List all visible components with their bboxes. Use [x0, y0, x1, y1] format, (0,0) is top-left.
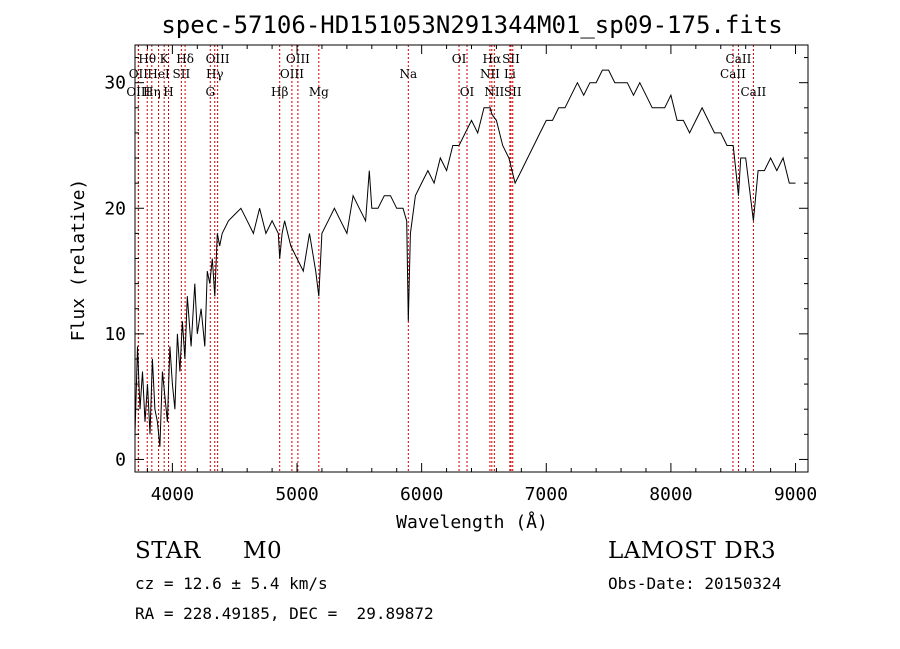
- y-axis-label: Flux (relative): [68, 179, 89, 342]
- line-label: SII: [502, 52, 520, 66]
- x-axis: 4000 5000 6000 7000 8000 9000: [146, 45, 817, 505]
- line-label: NII: [480, 67, 500, 81]
- line-label: Hη: [143, 85, 161, 99]
- line-label: OIII: [206, 52, 230, 66]
- line-label: Hβ: [271, 85, 288, 99]
- x-tick-label: 5000: [275, 484, 318, 505]
- x-tick-label: 6000: [400, 484, 443, 505]
- line-label: SII: [504, 85, 522, 99]
- survey-name: LAMOST DR3: [608, 538, 777, 564]
- x-tick-label: 7000: [525, 484, 568, 505]
- x-tick-label: 8000: [649, 484, 692, 505]
- y-tick-label: 30: [104, 73, 126, 94]
- line-label: CaII: [740, 85, 766, 99]
- line-label: Na: [399, 67, 417, 81]
- line-label: SII: [173, 67, 191, 81]
- line-label: OIII: [280, 67, 304, 81]
- line-label: OI: [452, 52, 467, 66]
- line-label: Hθ: [138, 52, 156, 66]
- line-label: G: [205, 85, 215, 99]
- y-axis: 0 10 20 30: [104, 57, 808, 470]
- line-label: Hδ: [176, 52, 194, 66]
- chart-title: spec-57106-HD151053N291344M01_sp09-175.f…: [161, 11, 782, 39]
- line-label: K: [160, 52, 170, 66]
- line-label: OIII: [126, 85, 150, 99]
- line-label: OII: [129, 67, 149, 81]
- line-label: NII: [484, 85, 504, 99]
- object-subclass: M0: [243, 538, 283, 564]
- line-label: OIII: [286, 52, 310, 66]
- x-tick-label: 4000: [151, 484, 194, 505]
- x-tick-label: 9000: [774, 484, 817, 505]
- line-label: CaII: [720, 67, 746, 81]
- y-tick-label: 20: [104, 198, 126, 219]
- line-label: OI: [460, 85, 475, 99]
- plot-frame: [134, 44, 809, 473]
- observation-date: Obs-Date: 20150324: [608, 574, 782, 593]
- line-label: H: [163, 85, 173, 99]
- object-class: STAR: [135, 538, 201, 564]
- y-tick-label: 10: [104, 324, 126, 345]
- y-tick-label: 0: [115, 449, 126, 470]
- line-label: HeI: [147, 67, 170, 81]
- sky-coordinates: RA = 228.49185, DEC = 29.89872: [135, 604, 434, 623]
- redshift-velocity: cz = 12.6 ± 5.4 km/s: [135, 574, 328, 593]
- spectral-line-markers: [137, 45, 754, 472]
- line-label: CaII: [726, 52, 752, 66]
- line-label: Hγ: [206, 67, 224, 81]
- line-label: Hα: [483, 52, 502, 66]
- x-axis-label: Wavelength (Å): [396, 511, 548, 533]
- line-label: Li: [504, 67, 516, 81]
- line-label: Mg: [309, 85, 329, 99]
- spectrum-line: [134, 69, 796, 447]
